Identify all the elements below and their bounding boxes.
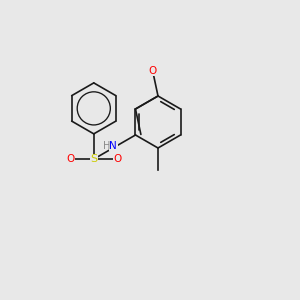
- Text: S: S: [90, 154, 97, 164]
- Text: O: O: [66, 154, 74, 164]
- Text: O: O: [113, 154, 122, 164]
- Text: H: H: [103, 141, 111, 151]
- Text: N: N: [109, 141, 117, 151]
- Text: O: O: [148, 66, 157, 76]
